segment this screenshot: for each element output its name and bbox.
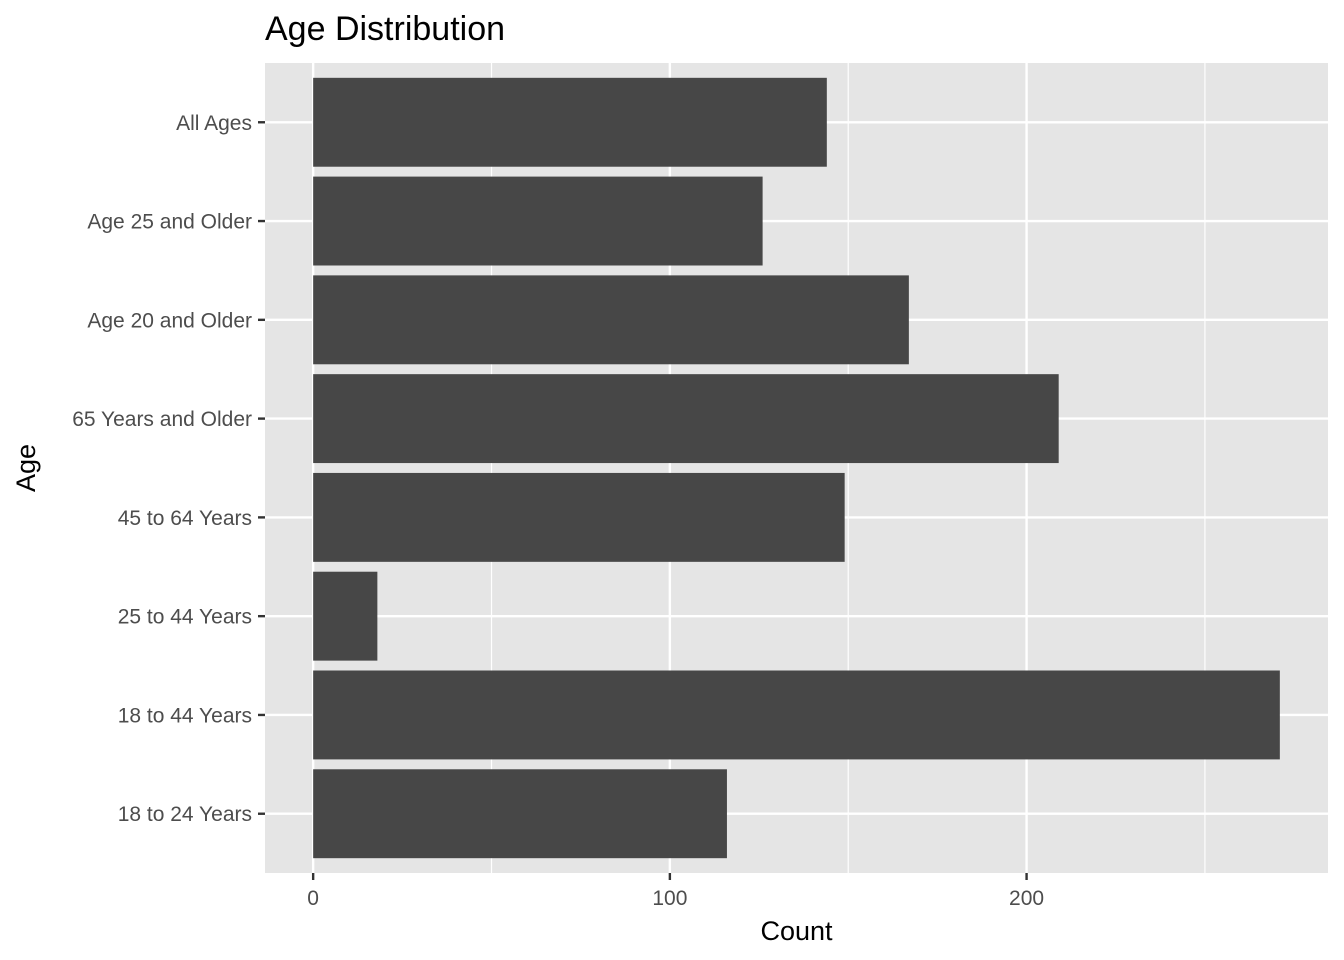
y-axis-title: Age xyxy=(11,444,41,492)
y-tick-label: 18 to 44 Years xyxy=(118,704,252,727)
y-tick-label: Age 25 and Older xyxy=(87,211,252,234)
bar-45-to-64-years xyxy=(313,472,845,562)
bar-all-ages xyxy=(313,77,827,167)
bar-age-20-and-older xyxy=(313,275,909,365)
y-axis: 18 to 24 Years 18 to 44 Years 25 to 44 Yea… xyxy=(72,112,265,826)
y-tick-label: 65 Years and Older xyxy=(72,408,252,431)
bar-65-years-and-older xyxy=(313,374,1059,464)
x-tick-label: 200 xyxy=(1009,887,1044,910)
bar-25-to-44-years xyxy=(313,571,378,661)
bars xyxy=(313,77,1280,859)
x-tick-label: 100 xyxy=(652,887,687,910)
x-axis-title: Count xyxy=(760,916,833,946)
y-tick-label: 25 to 44 Years xyxy=(118,606,252,629)
chart-title: Age Distribution xyxy=(265,10,505,48)
bar-18-to-24-years xyxy=(313,769,727,859)
x-tick-label: 0 xyxy=(307,887,319,910)
bar-18-to-44-years xyxy=(313,670,1280,760)
y-tick-label: All Ages xyxy=(176,112,252,135)
y-tick-label: Age 20 and Older xyxy=(87,309,252,332)
bar-age-25-and-older xyxy=(313,176,763,266)
y-tick-label: 45 to 64 Years xyxy=(118,507,252,530)
x-axis: 0 100 200 xyxy=(307,873,1044,910)
y-tick-label: 18 to 24 Years xyxy=(118,803,252,826)
